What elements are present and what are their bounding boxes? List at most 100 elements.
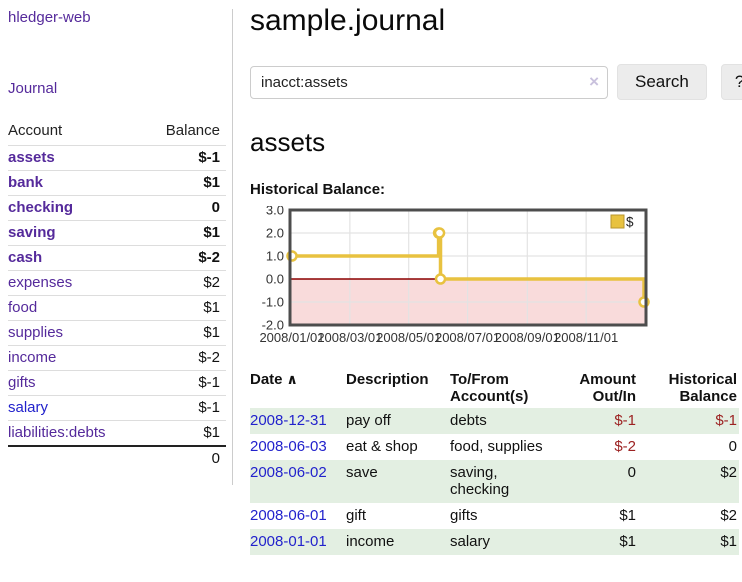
chart-xtick-label: 2008/01/01 (259, 330, 324, 345)
accounts-header-balance: Balance (165, 122, 220, 139)
chart-label: Historical Balance: (250, 181, 386, 198)
historical-balance-chart: $3.0 2.0 1.0 0.0 -1.0 -2.02008/01/012008/03/0… (259, 206, 650, 345)
sort-ascending-icon: ∧ (286, 371, 298, 387)
main-content: sample.journal × Search ? assets Histori… (233, 0, 742, 555)
account-balance: $1 (145, 420, 226, 446)
transaction-balance: $2 (720, 464, 737, 481)
register-row: 2008-06-03 eat & shop food, supplies $-2… (250, 434, 739, 460)
transaction-amount: $1 (619, 533, 636, 550)
account-link-food[interactable]: food (8, 299, 38, 316)
journal-link[interactable]: Journal (8, 80, 58, 97)
transaction-amount: 0 (627, 464, 636, 481)
account-link-expenses[interactable]: expenses (8, 274, 73, 291)
accounts-table: Account Balance assets $-1 bank $1 check… (8, 119, 226, 471)
transaction-date-link[interactable]: 2008-06-01 (250, 507, 327, 524)
chart-legend-label: $ (626, 215, 634, 230)
account-balance: $1 (145, 320, 226, 346)
account-row: bank $1 (8, 170, 226, 196)
account-balance: $1 (145, 220, 226, 246)
accounts-header-account: Account (8, 122, 63, 139)
account-link-supplies[interactable]: supplies (8, 324, 64, 341)
chart-legend-swatch (610, 214, 625, 229)
account-balance: $-2 (145, 345, 226, 371)
clear-search-icon[interactable]: × (589, 71, 599, 91)
chart-data-point (434, 273, 447, 285)
account-row: checking 0 (8, 195, 226, 221)
account-row: liabilities:debts $1 (8, 420, 226, 446)
account-row: cash $-2 (8, 245, 226, 271)
transaction-description: save (346, 464, 378, 481)
chart-ytick-label: 3.0 (266, 206, 284, 218)
register-row: 2008-06-02 save saving, checking 0 $2 (250, 460, 739, 503)
register-row: 2008-06-01 gift gifts $1 $2 (250, 503, 739, 529)
brand-link[interactable]: hledger-web (8, 9, 91, 26)
help-button[interactable]: ? (720, 64, 742, 100)
account-row: saving $1 (8, 220, 226, 246)
account-balance: $-1 (145, 370, 226, 396)
chart-ytick-label: 0.0 (266, 272, 284, 287)
transaction-date-link[interactable]: 2008-06-03 (250, 438, 327, 455)
account-balance: $2 (145, 270, 226, 296)
search-input[interactable] (250, 65, 608, 99)
register-table: Date ∧ Description To/From Account(s) Amo… (250, 368, 739, 555)
account-link-liabilities-debts[interactable]: liabilities:debts (8, 424, 106, 441)
transaction-accounts: saving, checking (450, 464, 510, 498)
accounts-total-row: 0 (8, 445, 226, 471)
transaction-balance: $2 (720, 507, 737, 524)
account-row: expenses $2 (8, 270, 226, 296)
transaction-date-link[interactable]: 2008-01-01 (250, 533, 327, 550)
account-balance: $-1 (145, 395, 226, 421)
transaction-balance: $1 (720, 533, 737, 550)
search-button[interactable]: Search (617, 64, 707, 100)
search-input-wrap: × (250, 65, 608, 99)
register-header-balance[interactable]: Historical Balance (668, 371, 737, 405)
register-header-amount[interactable]: Amount Out/In (579, 371, 636, 405)
account-row: assets $-1 (8, 145, 226, 171)
account-balance: $1 (145, 295, 226, 321)
chart-ytick-label: -1.0 (262, 295, 284, 310)
register-header-description[interactable]: Description (346, 371, 429, 388)
transaction-accounts: gifts (450, 507, 478, 524)
search-bar: × Search ? (250, 64, 742, 100)
account-row: gifts $-1 (8, 370, 226, 396)
chart-xtick-label: 2008/05/01 (376, 330, 441, 345)
account-link-cash[interactable]: cash (8, 249, 43, 266)
chart-xtick-label: 2008/03/01 (317, 330, 382, 345)
register-header-tofrom[interactable]: To/From Account(s) (450, 371, 529, 405)
account-link-income[interactable]: income (8, 349, 57, 366)
register-row: 2008-01-01 income salary $1 $1 (250, 529, 739, 555)
chart-border (288, 208, 648, 327)
account-balance: $-2 (145, 245, 226, 271)
account-link-bank[interactable]: bank (8, 174, 44, 191)
account-row: supplies $1 (8, 320, 226, 346)
chart-xtick-label: 2008/09/01 (495, 330, 560, 345)
account-link-gifts[interactable]: gifts (8, 374, 36, 391)
transaction-description: gift (346, 507, 367, 524)
account-link-assets[interactable]: assets (8, 149, 55, 166)
account-link-saving[interactable]: saving (8, 224, 56, 241)
chart-ytick-label: 2.0 (266, 226, 284, 241)
transaction-description: pay off (346, 412, 391, 429)
transaction-description: eat & shop (346, 438, 418, 455)
transaction-description: income (346, 533, 395, 550)
chart-xtick-label: 2008/07/01 (435, 330, 500, 345)
account-link-checking[interactable]: checking (8, 199, 74, 216)
transaction-amount: $1 (619, 507, 636, 524)
transaction-balance: 0 (728, 438, 737, 455)
transaction-accounts: food, supplies (450, 438, 543, 455)
sidebar: hledger-web Journal Account Balance asse… (0, 0, 233, 555)
account-heading: assets (250, 127, 326, 157)
register-header-date[interactable]: Date ∧ (250, 368, 346, 408)
transaction-balance: $-1 (715, 412, 737, 429)
transaction-accounts: debts (450, 412, 487, 429)
hledger-web-app: hledger-web Journal Account Balance asse… (0, 0, 742, 555)
account-balance: $-1 (145, 145, 226, 171)
chart-ytick-label: 1.0 (266, 249, 284, 264)
date-header-label: Date (250, 371, 283, 388)
account-row: salary $-1 (8, 395, 226, 421)
account-link-salary[interactable]: salary (8, 399, 49, 416)
transaction-date-link[interactable]: 2008-06-02 (250, 464, 327, 481)
accounts-total-balance: 0 (145, 445, 226, 471)
transaction-date-link[interactable]: 2008-12-31 (250, 412, 327, 429)
transaction-amount: $-2 (614, 438, 636, 455)
